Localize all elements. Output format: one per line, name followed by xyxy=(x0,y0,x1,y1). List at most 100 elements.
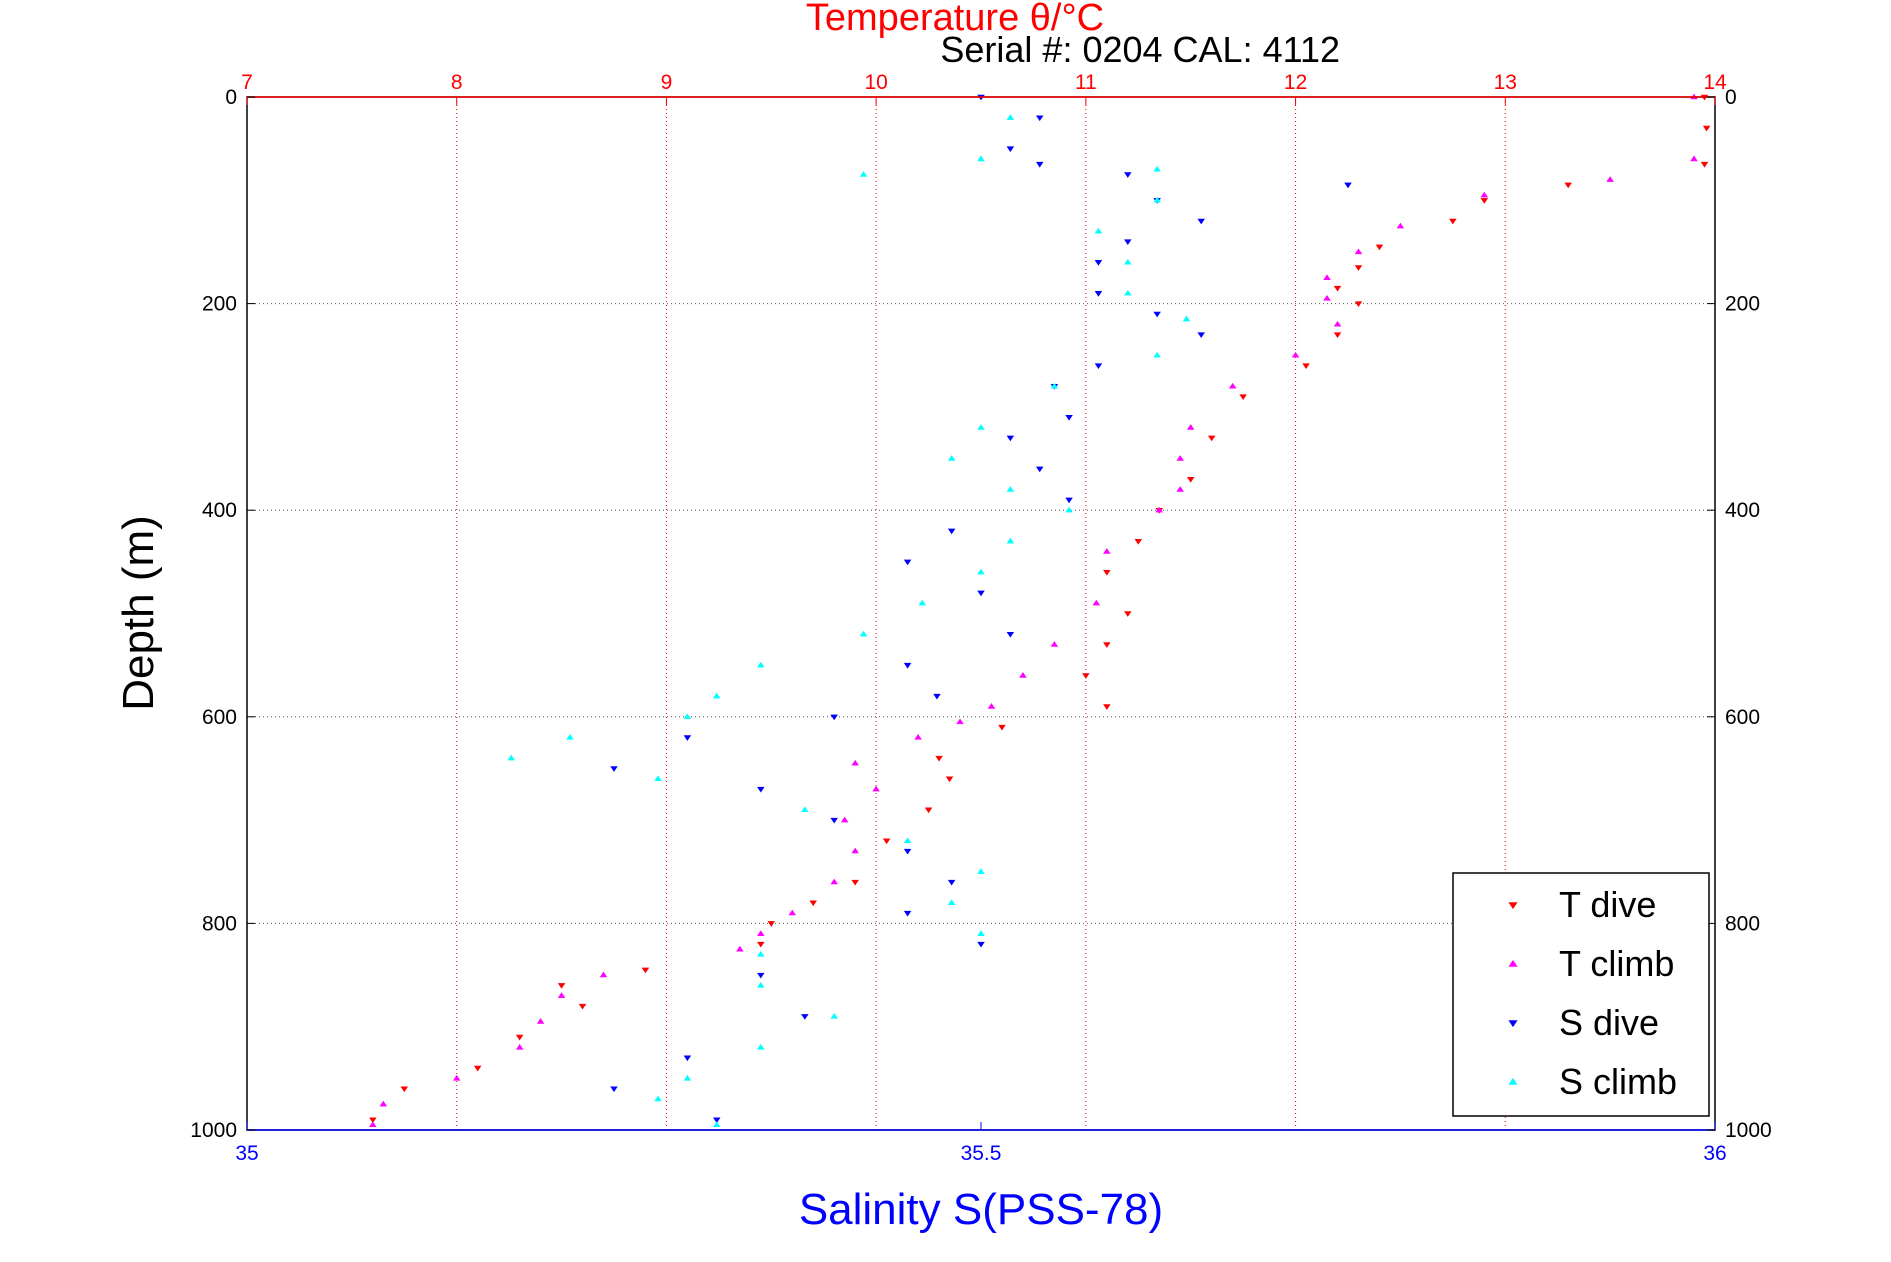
data-point xyxy=(1606,176,1614,182)
data-point xyxy=(1449,218,1457,225)
temperature-tick-label: 11 xyxy=(1075,71,1097,94)
data-point xyxy=(1228,382,1237,389)
data-point xyxy=(1006,537,1015,544)
data-point xyxy=(1186,424,1195,430)
data-point xyxy=(1094,227,1103,234)
depth-tick-label-right: 200 xyxy=(1725,293,1760,316)
data-point xyxy=(830,817,838,824)
data-point xyxy=(1103,642,1111,648)
data-point xyxy=(452,1074,461,1081)
data-point xyxy=(1333,285,1342,292)
data-point xyxy=(801,806,809,812)
data-point xyxy=(1006,114,1015,120)
data-point xyxy=(1396,222,1405,229)
data-point xyxy=(683,735,692,741)
depth-tick-label-left: 0 xyxy=(225,86,237,109)
data-point xyxy=(1480,198,1489,204)
data-point xyxy=(1354,301,1363,308)
data-point xyxy=(654,1095,662,1102)
data-point xyxy=(830,1012,838,1019)
data-point xyxy=(1323,295,1331,301)
data-point xyxy=(557,992,566,998)
data-point xyxy=(578,1003,587,1010)
data-point xyxy=(757,972,765,979)
data-point xyxy=(1176,486,1184,492)
legend: T dive T climb S dive S climb xyxy=(1452,872,1710,1117)
data-point xyxy=(473,1065,482,1072)
data-point xyxy=(882,838,891,845)
data-point xyxy=(712,692,721,699)
data-point xyxy=(947,899,956,905)
depth-tick-label-left: 800 xyxy=(202,912,237,935)
data-point xyxy=(599,971,608,978)
data-point xyxy=(947,528,956,535)
data-point xyxy=(859,171,868,177)
legend-marker xyxy=(1508,1077,1518,1085)
data-point xyxy=(1207,435,1216,442)
data-point xyxy=(1124,258,1132,265)
data-point xyxy=(1050,382,1059,389)
salinity-tick-label: 36 xyxy=(1703,1142,1726,1165)
data-point xyxy=(536,1018,545,1024)
data-point xyxy=(757,786,765,793)
depth-tick-label-left: 1000 xyxy=(190,1119,237,1142)
data-point xyxy=(757,981,765,988)
data-point xyxy=(1006,435,1015,442)
data-point xyxy=(379,1100,388,1107)
depth-tick-label-right: 0 xyxy=(1725,86,1737,109)
data-point xyxy=(757,1043,765,1050)
data-point xyxy=(903,848,912,855)
temperature-tick-label: 8 xyxy=(451,71,463,94)
data-point xyxy=(1103,569,1111,576)
data-point xyxy=(903,662,912,669)
data-point xyxy=(977,941,985,948)
data-series xyxy=(369,93,1711,1128)
data-point xyxy=(947,879,956,886)
data-point xyxy=(918,599,927,606)
data-point xyxy=(757,930,765,936)
data-point xyxy=(1094,363,1103,370)
temperature-tick-label: 13 xyxy=(1494,71,1517,94)
data-point xyxy=(1065,506,1073,513)
series-s-dive xyxy=(610,94,1352,1124)
data-point xyxy=(1375,244,1384,251)
data-point xyxy=(1480,191,1489,198)
y-axis-label: Depth (m) xyxy=(114,515,163,711)
data-point xyxy=(1153,311,1161,318)
data-point xyxy=(1690,155,1698,162)
data-point xyxy=(1035,115,1044,122)
data-point xyxy=(998,724,1006,731)
data-point xyxy=(977,868,985,874)
data-point xyxy=(840,816,849,823)
data-point xyxy=(654,775,662,781)
data-point xyxy=(851,879,859,886)
data-point xyxy=(713,1121,721,1128)
legend-label: T climb xyxy=(1559,943,1674,984)
data-point xyxy=(757,950,765,957)
data-point xyxy=(683,1055,692,1062)
legend-marker xyxy=(1508,1020,1518,1028)
data-point xyxy=(851,759,859,766)
data-point xyxy=(788,909,797,916)
depth-tick-label-right: 400 xyxy=(1725,499,1760,522)
data-point xyxy=(1124,289,1132,296)
data-point xyxy=(859,630,868,637)
data-point xyxy=(1239,394,1247,400)
data-point xyxy=(1094,260,1103,266)
data-point xyxy=(610,1086,618,1093)
data-point xyxy=(1006,486,1015,492)
data-point xyxy=(1092,599,1101,606)
data-point xyxy=(1186,476,1195,483)
data-point xyxy=(1124,239,1132,246)
data-point xyxy=(872,785,880,792)
data-point xyxy=(903,837,912,843)
data-point xyxy=(903,910,912,917)
data-point xyxy=(977,155,985,162)
data-point xyxy=(736,945,744,952)
x-axis-label: Salinity S(PSS-78) xyxy=(799,1185,1163,1234)
data-point xyxy=(945,776,954,783)
temperature-tick-label: 14 xyxy=(1703,71,1727,94)
data-point xyxy=(1564,182,1572,189)
data-point xyxy=(935,755,943,762)
data-point xyxy=(1006,146,1015,153)
